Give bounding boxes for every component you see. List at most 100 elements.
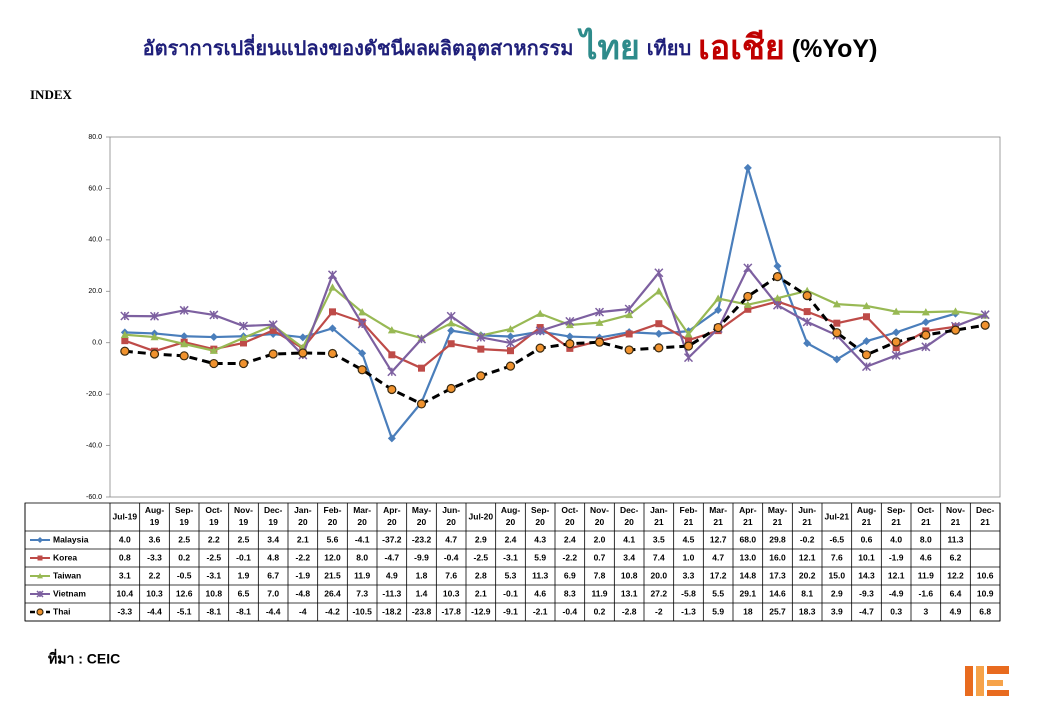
logo [965, 666, 1009, 696]
table-cell: 8.1 [801, 588, 813, 598]
table-cell: -4.1 [355, 534, 370, 544]
source: ที่มา : CEIC [48, 649, 120, 667]
x-tick-label: May-20 [412, 505, 432, 527]
point [921, 330, 931, 340]
table-cell: 17.3 [769, 570, 786, 580]
point [298, 348, 308, 358]
table-cell: 3.9 [831, 606, 843, 616]
point [683, 341, 694, 351]
point [654, 329, 663, 338]
table-cell: 5.9 [712, 606, 724, 616]
point [505, 338, 516, 348]
point [238, 358, 249, 369]
table-cell: -2.2 [296, 552, 311, 562]
point [179, 351, 189, 361]
point [120, 330, 129, 338]
table-cell: 5.9 [534, 552, 546, 562]
point [921, 318, 930, 327]
table-cell: -9.9 [414, 552, 429, 562]
point [594, 337, 605, 347]
series [120, 272, 990, 409]
point [803, 339, 812, 348]
point [714, 294, 723, 302]
table-cell: 10.6 [977, 570, 994, 580]
table-cell: -1.9 [889, 552, 904, 562]
legend-marker [36, 608, 44, 616]
table-cell: -4.8 [296, 588, 311, 598]
table-cell: 10.8 [206, 588, 223, 598]
series-line [124, 274, 986, 406]
legend-label: Taiwan [53, 570, 81, 580]
point [595, 318, 604, 326]
point [566, 344, 574, 352]
table-cell: -12.9 [471, 606, 491, 616]
point [832, 300, 841, 308]
table-cell: -18.2 [382, 606, 402, 616]
table-cell: 12.0 [324, 552, 341, 562]
table-cell: 2.2 [208, 534, 220, 544]
table-cell: 7.8 [594, 570, 606, 580]
x-tick-label: Aug-19 [145, 505, 165, 527]
point [387, 367, 397, 377]
point [892, 344, 900, 352]
table-cell: 6.7 [267, 570, 279, 580]
table-cell: 2.4 [564, 534, 576, 544]
table-cell: -3.3 [118, 606, 133, 616]
point [506, 332, 515, 341]
point [565, 332, 574, 341]
table-cell: -0.4 [563, 606, 578, 616]
table-cell: 2.2 [149, 570, 161, 580]
x-tick-label: Jun-20 [442, 505, 460, 527]
y-tick-label: 0.0 [92, 340, 102, 347]
point [743, 263, 753, 273]
legend-marker [37, 537, 43, 543]
point [358, 349, 367, 358]
table-cell: -4.2 [325, 606, 340, 616]
table-cell: 3 [923, 606, 928, 616]
x-tick-label: Jan-20 [294, 505, 312, 527]
x-tick-label: Apr-21 [739, 505, 757, 527]
table-cell: 6.8 [979, 606, 991, 616]
point [772, 300, 783, 310]
table-cell: -5.1 [177, 606, 192, 616]
point [950, 325, 961, 335]
point [357, 365, 367, 375]
table-cell: 18.3 [799, 606, 816, 616]
table-cell: 4.7 [712, 552, 724, 562]
point [447, 326, 456, 335]
table-cell: 4.3 [534, 534, 546, 544]
title-part: เทียบ [647, 37, 691, 60]
table-cell: 4.9 [386, 570, 398, 580]
point [743, 300, 752, 308]
point [743, 291, 753, 302]
title-part: (%YoY) [792, 35, 878, 63]
table-cell: 11.9 [918, 570, 934, 580]
table-cell: 29.8 [769, 534, 786, 544]
x-tick-label: Nov-21 [946, 505, 965, 527]
point [149, 311, 160, 321]
point [803, 308, 811, 316]
legend-label: Thai [53, 606, 70, 616]
x-tick-label: Jul-19 [113, 511, 138, 521]
y-tick-label: 60.0 [88, 185, 102, 192]
table-cell: 3.5 [653, 534, 665, 544]
series-line [124, 285, 986, 352]
point [150, 333, 159, 341]
plot-area [109, 136, 1001, 498]
table-cell: 10.3 [443, 588, 460, 598]
table-cell: 2.8 [475, 570, 487, 580]
table-cell: -8.1 [236, 606, 251, 616]
point [180, 340, 189, 348]
x-tick-label: May-21 [768, 505, 788, 527]
x-tick-label: Dec-19 [264, 505, 283, 527]
table-cell: -2.2 [563, 552, 578, 562]
x-tick-label: Aug-20 [501, 505, 521, 527]
table-cell: 17.2 [710, 570, 727, 580]
table-cell: -9.1 [503, 606, 518, 616]
point [535, 326, 545, 336]
x-tick-label: Oct-19 [205, 505, 222, 527]
y-tick-label: 20.0 [88, 288, 102, 295]
point [624, 345, 634, 355]
point [772, 272, 783, 282]
table-cell: 4.1 [623, 534, 635, 544]
